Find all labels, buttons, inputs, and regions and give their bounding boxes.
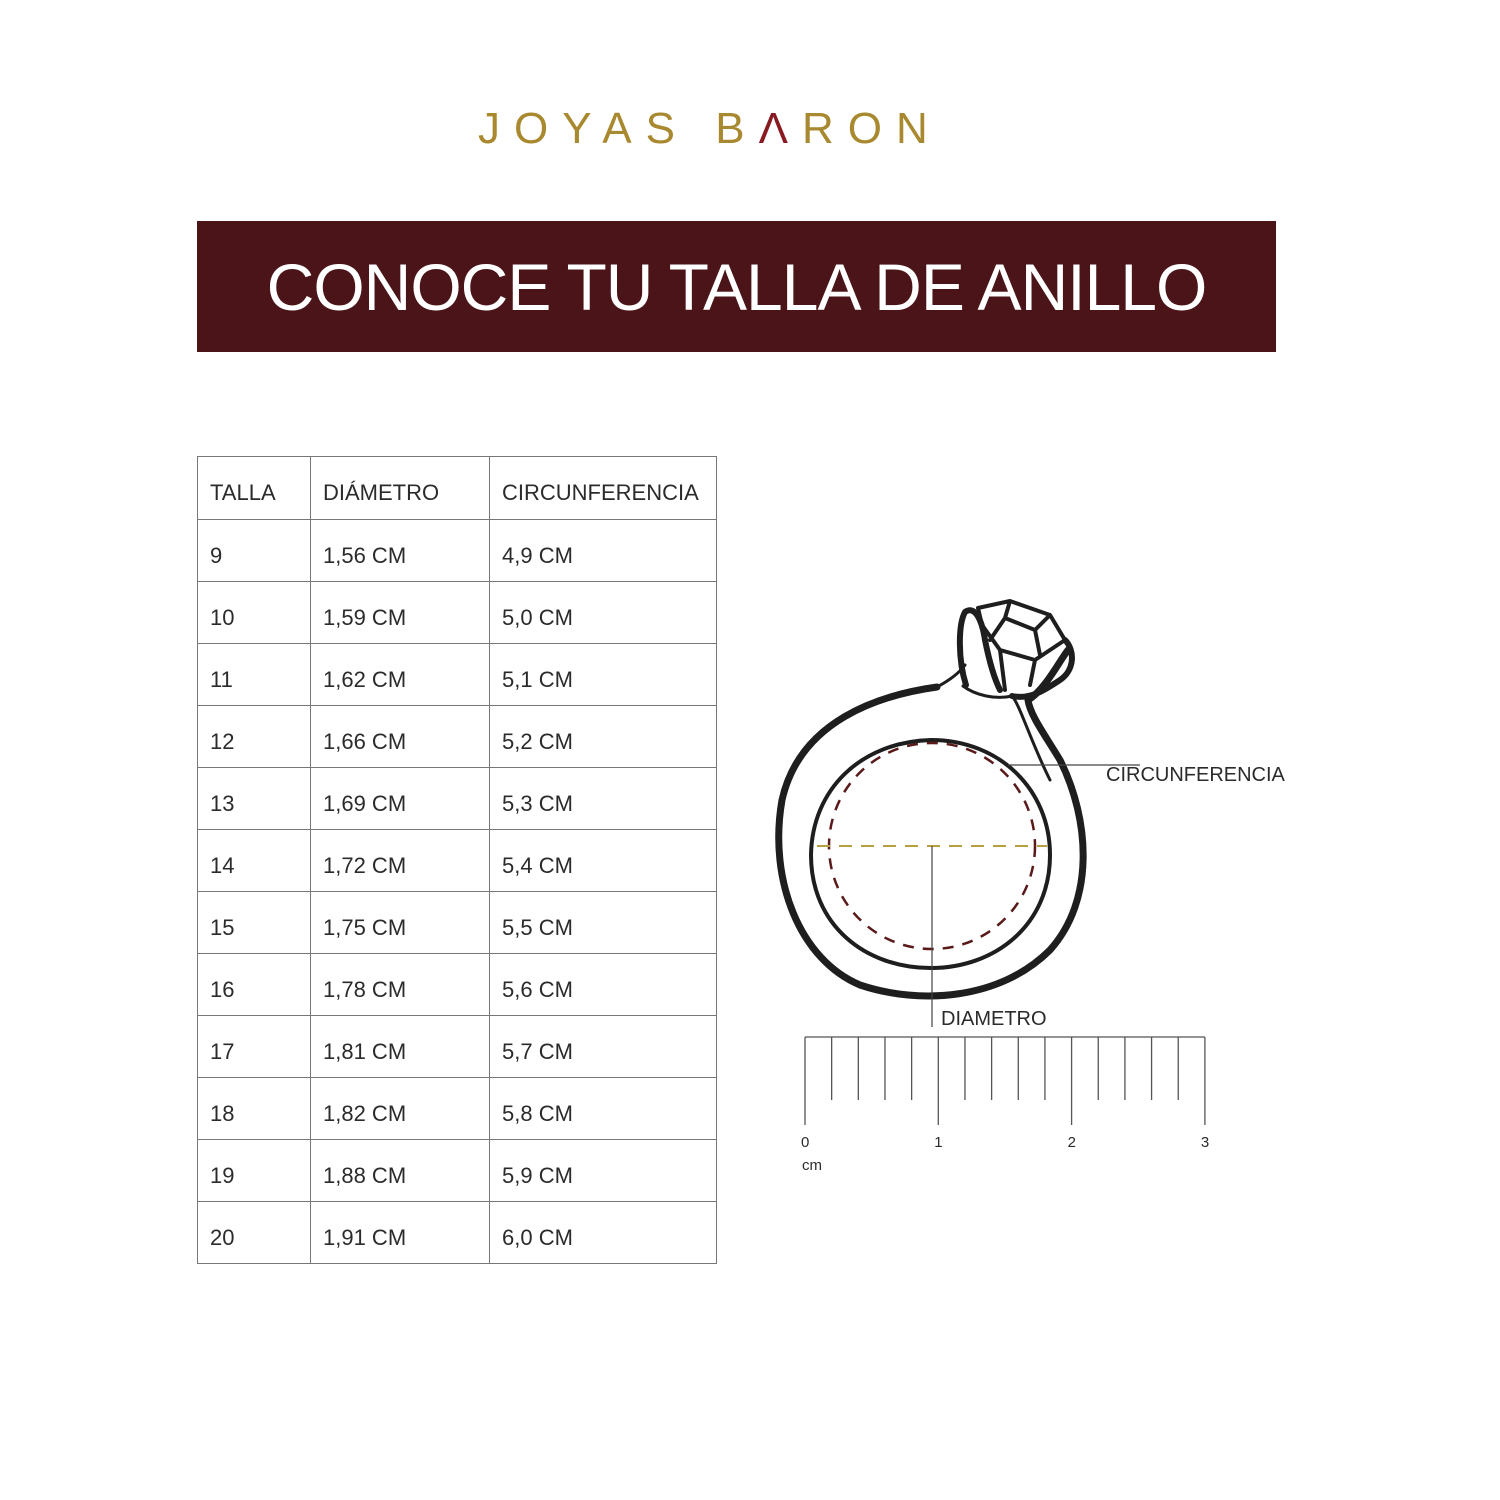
table-row: 17 1,81 CM 5,7 CM [197, 1015, 717, 1078]
cell-circunferencia: 6,0 CM [489, 1201, 717, 1264]
cell-circunferencia: 5,1 CM [489, 643, 717, 706]
cell-diametro: 1,81 CM [310, 1015, 490, 1078]
cell-diametro: 1,69 CM [310, 767, 490, 830]
cell-circunferencia: 5,5 CM [489, 891, 717, 954]
cell-talla: 15 [197, 891, 311, 954]
cell-talla: 18 [197, 1077, 311, 1140]
logo-text-2: RON [801, 104, 942, 153]
table-row: 15 1,75 CM 5,5 CM [197, 891, 717, 954]
table-row: 10 1,59 CM 5,0 CM [197, 581, 717, 644]
prong-left [956, 607, 1003, 693]
cell-talla: 17 [197, 1015, 311, 1078]
circumference-label: CIRCUNFERENCIA [1106, 764, 1285, 786]
ring-outer-band [775, 646, 1087, 1000]
cell-talla: 12 [197, 705, 311, 768]
brand-logo: JOYAS BΛRON [478, 104, 938, 156]
cell-diametro: 1,88 CM [310, 1139, 490, 1202]
ruler-unit-label: cm [802, 1157, 822, 1174]
header-talla: TALLA [197, 456, 311, 520]
ruler-tick-label: 0 [801, 1134, 810, 1151]
ruler-tick-label: 1 [934, 1134, 943, 1151]
cell-talla: 20 [197, 1201, 311, 1264]
ruler-tick-label: 2 [1067, 1134, 1076, 1151]
logo-accent-a: Λ [758, 104, 802, 153]
prong-right [1009, 637, 1075, 700]
ring-inner-band [809, 738, 1052, 970]
cell-talla: 11 [197, 643, 311, 706]
cell-diametro: 1,91 CM [310, 1201, 490, 1264]
diameter-label: DIAMETRO [941, 1008, 1047, 1030]
cell-diametro: 1,56 CM [310, 519, 490, 582]
table-row: 12 1,66 CM 5,2 CM [197, 705, 717, 768]
cell-diametro: 1,59 CM [310, 581, 490, 644]
title-banner: CONOCE TU TALLA DE ANILLO [197, 221, 1276, 352]
table-row: 11 1,62 CM 5,1 CM [197, 643, 717, 706]
table-header-row: TALLA DIÁMETRO CIRCUNFERENCIA [197, 456, 717, 520]
cell-diametro: 1,62 CM [310, 643, 490, 706]
cell-talla: 16 [197, 953, 311, 1016]
logo-text-1: JOYAS B [478, 104, 759, 153]
size-table: TALLA DIÁMETRO CIRCUNFERENCIA 9 1,56 CM 4,… [197, 456, 717, 1264]
cell-circunferencia: 4,9 CM [489, 519, 717, 582]
ruler-tick-label: 3 [1200, 1134, 1210, 1151]
table-row: 14 1,72 CM 5,4 CM [197, 829, 717, 892]
cell-circunferencia: 5,4 CM [489, 829, 717, 892]
gem-icon [976, 599, 1067, 692]
cell-circunferencia: 5,0 CM [489, 581, 717, 644]
ruler [804, 1036, 1206, 1125]
page-title: CONOCE TU TALLA DE ANILLO [266, 249, 1208, 324]
table-row: 20 1,91 CM 6,0 CM [197, 1201, 717, 1264]
cell-talla: 10 [197, 581, 311, 644]
cell-talla: 14 [197, 829, 311, 892]
cell-talla: 19 [197, 1139, 311, 1202]
cell-diametro: 1,78 CM [310, 953, 490, 1016]
cell-diametro: 1,82 CM [310, 1077, 490, 1140]
cell-circunferencia: 5,6 CM [489, 953, 717, 1016]
table-row: 16 1,78 CM 5,6 CM [197, 953, 717, 1016]
